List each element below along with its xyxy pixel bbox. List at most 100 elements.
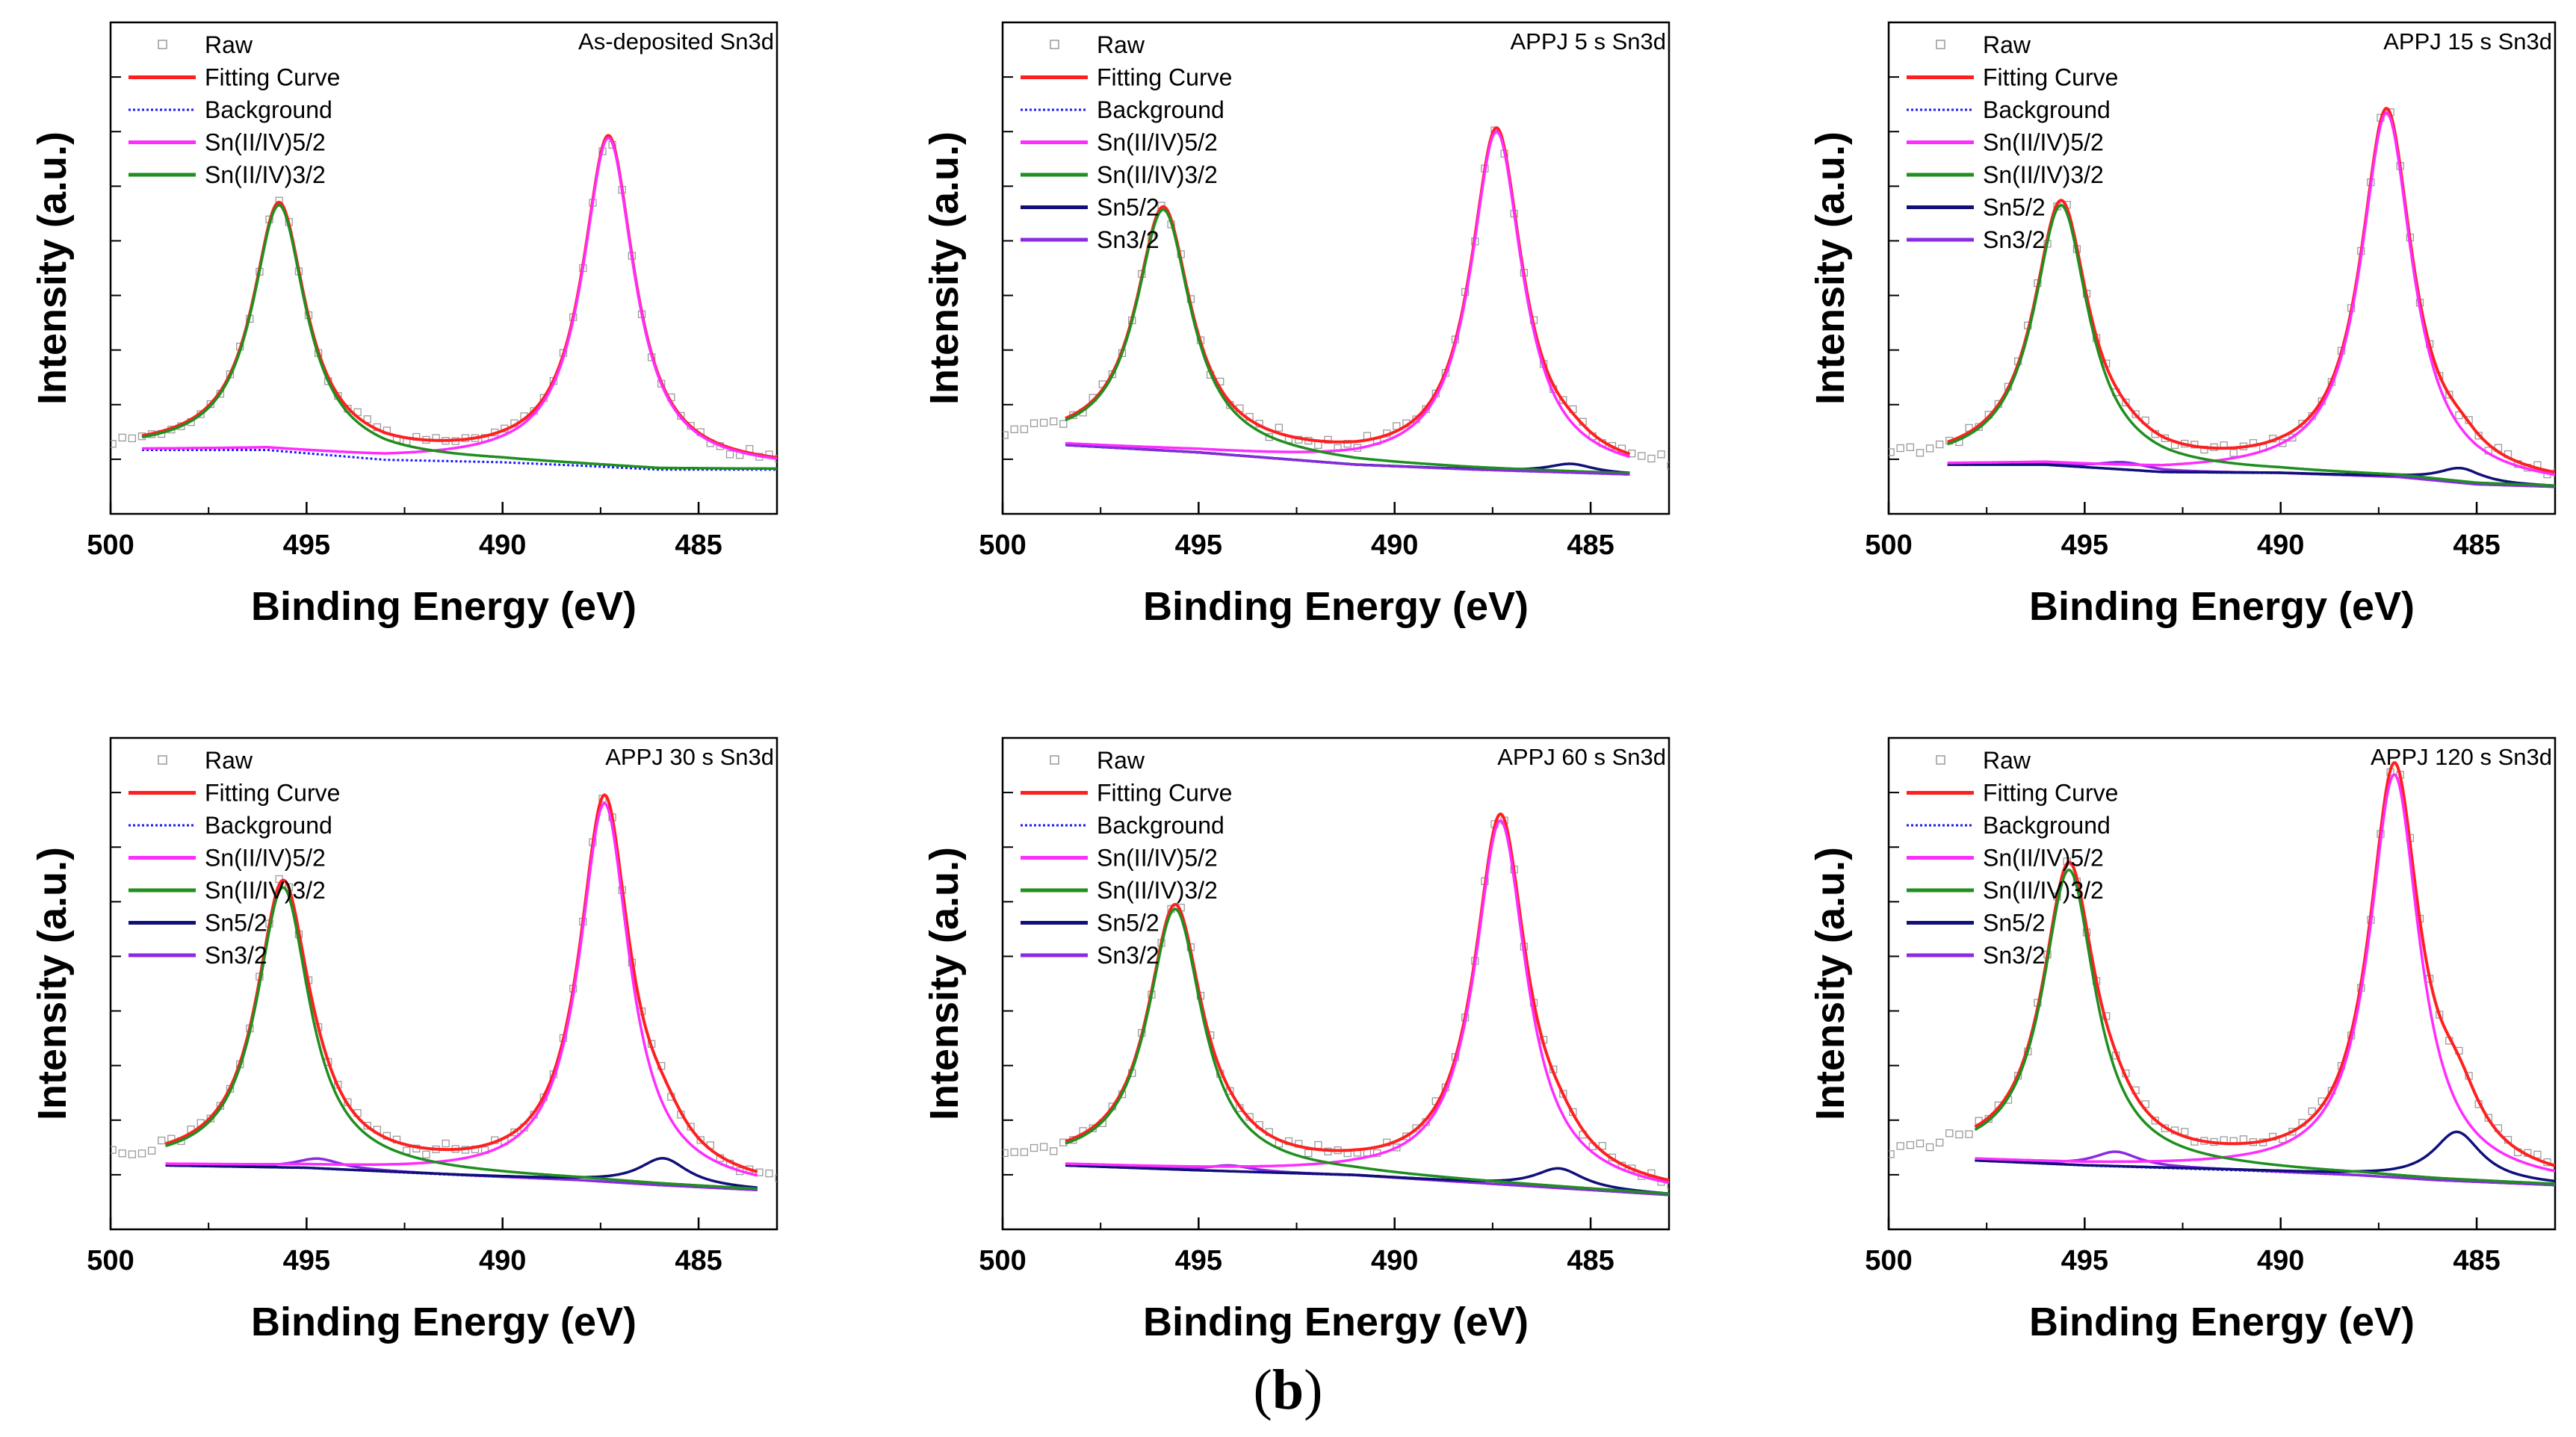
peak-p32-line (1065, 907, 1669, 1196)
chart-title: APPJ 60 s Sn3d (1497, 744, 1666, 770)
peak-p32-line (1947, 204, 2555, 487)
legend-label: Sn5/2 (1097, 194, 1159, 221)
legend-item-raw: Raw (158, 747, 253, 774)
legend-item-bg: Background (1907, 812, 2111, 839)
legend-label: Sn(II/IV)5/2 (205, 845, 326, 872)
raw-point (2122, 398, 2130, 407)
peak-p52-line (1947, 111, 2555, 477)
legend-swatch (1936, 755, 1945, 765)
legend-label: Raw (1983, 31, 2031, 58)
figure-caption: (b) (1253, 1359, 1323, 1421)
raw-point (111, 1146, 117, 1154)
legend: Raw Fitting Curve Background Sn(II/IV)5/2 Sn… (1021, 747, 1232, 969)
raw-point (1598, 1142, 1606, 1150)
peak-m52-line (1975, 1130, 2555, 1183)
raw-point (1936, 440, 1944, 449)
legend-item-p52: Sn(II/IV)5/2 (1021, 129, 1218, 156)
legend-item-p52: Sn(II/IV)5/2 (1907, 129, 2104, 156)
x-tick-label: 500 (87, 1245, 134, 1276)
x-tick-label: 500 (1865, 530, 1912, 561)
legend-item-p32: Sn(II/IV)3/2 (129, 877, 326, 904)
raw-point (1667, 462, 1669, 470)
legend-item-fit: Fitting Curve (129, 64, 340, 91)
legend-item-m32: Sn3/2 (1907, 942, 2046, 969)
raw-point (1039, 418, 1048, 427)
x-axis-label: Binding Energy (eV) (2029, 1300, 2415, 1344)
legend-label: Sn(II/IV)3/2 (1097, 877, 1218, 904)
raw-point (2533, 1150, 2542, 1159)
legend-item-raw: Raw (1936, 747, 2031, 774)
raw-point (2445, 391, 2453, 399)
raw-point (1050, 1147, 1058, 1155)
y-axis-label: Intensity (a.u.) (1808, 847, 1853, 1120)
legend-label: Sn(II/IV)3/2 (205, 877, 326, 904)
chart-panel-2: 500 495 490 485 Binding Energy (eV) Intensity… (922, 21, 1671, 629)
background-line (142, 449, 777, 471)
chart-title: As-deposited Sn3d (578, 28, 774, 55)
x-tick-label: 485 (675, 1245, 722, 1276)
raw-point (442, 1139, 450, 1148)
raw-point (1647, 454, 1656, 463)
x-tick-label: 485 (675, 530, 722, 561)
plot-frame (1001, 21, 1671, 515)
legend-label: Raw (1097, 747, 1145, 774)
raw-point (1657, 450, 1665, 459)
raw-point (147, 1146, 156, 1155)
legend-item-raw: Raw (1050, 747, 1145, 774)
raw-point (1020, 1148, 1029, 1156)
x-tick-label: 485 (1567, 1245, 1614, 1276)
legend-label: Sn5/2 (1983, 910, 2046, 937)
raw-point (2229, 449, 2238, 457)
raw-point (158, 1136, 166, 1145)
raw-point (1030, 419, 1038, 427)
raw-point (775, 1174, 777, 1182)
legend-item-fit: Fitting Curve (1907, 64, 2118, 91)
y-axis-label: Intensity (a.u.) (30, 131, 75, 405)
raw-point (1039, 1143, 1048, 1151)
raw-point (1020, 425, 1029, 433)
raw-point (1925, 1143, 1934, 1152)
peak-p32-line (141, 203, 777, 471)
raw-point (2239, 1135, 2248, 1143)
legend-item-raw: Raw (1050, 31, 1145, 58)
raw-point (1906, 443, 1915, 451)
legend-item-m52: Sn5/2 (1021, 910, 1159, 937)
legend-item-m52: Sn5/2 (1907, 194, 2046, 221)
x-tick-label: 495 (283, 1245, 330, 1276)
legend-label: Fitting Curve (1983, 780, 2118, 807)
legend-item-fit: Fitting Curve (1021, 64, 1232, 91)
x-tick-label: 485 (2453, 1245, 2500, 1276)
legend-label: Fitting Curve (1097, 64, 1232, 91)
peak-p52-line (1065, 129, 1630, 459)
raw-point (1896, 1142, 1904, 1150)
plot-frame (1887, 21, 2557, 515)
plot-area (1003, 125, 1669, 476)
raw-point (2298, 420, 2306, 428)
legend-label: Sn3/2 (1983, 942, 2046, 969)
raw-point (1877, 1152, 1884, 1158)
x-tick-label: 495 (283, 530, 330, 561)
raw-point (991, 1147, 998, 1154)
x-tick-label: 495 (1175, 1245, 1222, 1276)
y-axis-label: Intensity (a.u.) (922, 847, 967, 1120)
y-axis-label: Intensity (a.u.) (30, 847, 75, 1120)
legend-swatch (158, 40, 167, 49)
legend-label: Sn3/2 (205, 942, 267, 969)
plot-area (1877, 761, 2555, 1187)
x-axis-label: Binding Energy (eV) (1143, 584, 1529, 629)
chart-title: APPJ 30 s Sn3d (605, 744, 774, 770)
raw-point (137, 1149, 146, 1158)
raw-point (2288, 433, 2297, 442)
x-tick-label: 500 (87, 530, 134, 561)
legend-label: Sn3/2 (1097, 942, 1159, 969)
chart-panel-6: 500 495 490 485 Binding Energy (eV) Intensity… (1808, 736, 2557, 1344)
plot-frame (1887, 736, 2557, 1231)
raw-point (1896, 444, 1904, 453)
raw-point (128, 1150, 137, 1158)
chart-panel-3: 500 495 490 485 Binding Energy (eV) Intensity… (1808, 21, 2557, 629)
raw-point (725, 450, 734, 459)
raw-point (128, 434, 137, 443)
chart-title: APPJ 120 s Sn3d (2371, 744, 2552, 770)
raw-point (2474, 432, 2483, 440)
